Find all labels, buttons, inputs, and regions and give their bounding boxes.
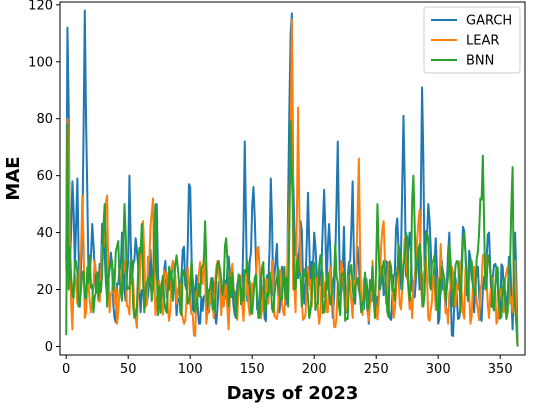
x-tick-label: 200 [302,362,327,377]
x-tick-label: 250 [364,362,389,377]
plot-frame [59,1,526,356]
x-tick-label: 0 [62,362,70,377]
ticks-layer: 0 50 100 150 200 250 300 350 0 20 40 60 80 100 120 [28,0,512,377]
y-tick-label: 120 [28,0,53,13]
y-tick-label: 100 [28,55,53,70]
y-tick-label: 0 [45,340,53,355]
x-tick-label: 350 [488,362,513,377]
legend-label-lear: LEAR [466,34,499,49]
legend-label-bnn: BNN [466,54,494,69]
x-axis-label: Days of 2023 [227,383,359,404]
y-axis-label: MAE [3,156,24,200]
legend-box [423,6,521,74]
legend-label-garch: GARCH [466,14,512,29]
y-tick-label: 80 [36,112,53,127]
x-tick-label: 50 [120,362,137,377]
x-tick-label: 100 [178,362,203,377]
y-tick-label: 60 [36,169,53,184]
y-tick-label: 40 [36,226,53,241]
x-tick-label: 300 [426,362,451,377]
series-line-bnn [65,120,519,347]
series-layer [65,9,519,347]
legend: GARCH LEAR BNN [423,6,521,74]
x-tick-label: 150 [240,362,265,377]
y-tick-label: 20 [36,283,53,298]
